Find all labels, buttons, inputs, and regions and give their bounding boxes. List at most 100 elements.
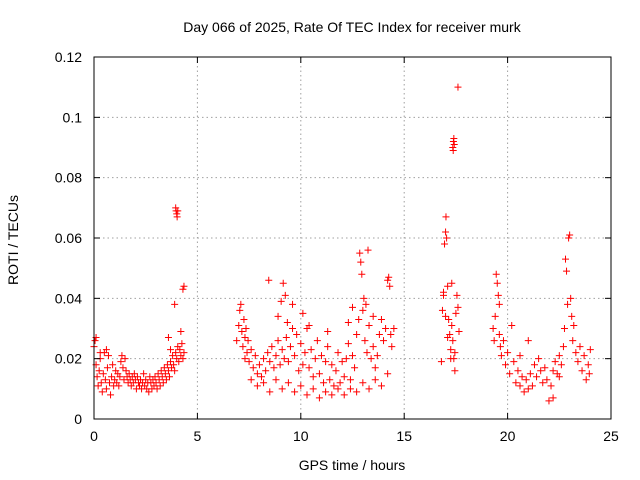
data-point bbox=[574, 358, 582, 366]
data-point bbox=[177, 328, 185, 336]
data-point bbox=[278, 385, 286, 393]
data-point bbox=[504, 349, 512, 357]
data-point bbox=[364, 246, 372, 254]
data-point bbox=[353, 331, 361, 339]
data-point bbox=[502, 361, 510, 369]
data-point bbox=[369, 343, 377, 351]
data-point bbox=[451, 349, 459, 357]
data-point bbox=[106, 379, 114, 387]
y-tick-label: 0.02 bbox=[55, 351, 82, 367]
data-point bbox=[441, 240, 449, 248]
data-point bbox=[357, 258, 365, 266]
data-point bbox=[274, 312, 282, 320]
data-point bbox=[520, 388, 528, 396]
data-point bbox=[265, 276, 273, 284]
data-point bbox=[305, 321, 313, 329]
data-point bbox=[326, 376, 334, 384]
data-point bbox=[447, 355, 455, 363]
data-point bbox=[384, 370, 392, 378]
data-point bbox=[145, 388, 153, 396]
data-point bbox=[566, 231, 574, 239]
data-point bbox=[172, 349, 180, 357]
data-point bbox=[179, 285, 187, 293]
data-point bbox=[119, 364, 127, 372]
data-point bbox=[360, 294, 368, 302]
data-point bbox=[161, 370, 169, 378]
data-point bbox=[512, 379, 520, 387]
data-point bbox=[235, 321, 243, 329]
data-point bbox=[584, 361, 592, 369]
x-tick-label: 25 bbox=[603, 428, 619, 444]
data-point bbox=[157, 367, 165, 375]
data-point bbox=[353, 388, 361, 396]
data-point bbox=[270, 364, 278, 372]
data-point bbox=[494, 291, 502, 299]
data-point bbox=[91, 337, 99, 345]
data-point bbox=[280, 355, 288, 363]
data-point bbox=[491, 312, 499, 320]
data-point bbox=[242, 325, 250, 332]
data-point bbox=[171, 367, 179, 375]
data-point bbox=[258, 373, 266, 381]
data-point bbox=[449, 147, 457, 155]
data-point bbox=[107, 391, 115, 399]
data-point bbox=[240, 315, 248, 323]
data-point bbox=[450, 140, 458, 148]
data-point bbox=[516, 382, 524, 390]
data-point bbox=[158, 373, 166, 381]
data-point bbox=[167, 346, 175, 354]
data-point bbox=[156, 382, 164, 390]
data-point bbox=[530, 361, 538, 369]
data-point bbox=[282, 334, 290, 342]
data-point bbox=[173, 213, 181, 221]
y-tick-label: 0.1 bbox=[63, 109, 83, 125]
data-point bbox=[293, 331, 301, 339]
data-point bbox=[522, 376, 530, 384]
y-axis-label: ROTI / TECUs bbox=[5, 195, 21, 285]
data-point bbox=[291, 352, 299, 360]
data-point bbox=[103, 364, 111, 372]
y-tick-label: 0.06 bbox=[55, 230, 82, 246]
data-point bbox=[249, 364, 257, 372]
data-point bbox=[539, 379, 547, 387]
data-point bbox=[528, 382, 536, 390]
data-point bbox=[180, 349, 188, 357]
data-point bbox=[559, 343, 567, 351]
data-point bbox=[120, 376, 128, 384]
chart-title: Day 066 of 2025, Rate Of TEC Index for r… bbox=[183, 19, 521, 35]
data-point bbox=[320, 379, 328, 387]
data-points bbox=[90, 83, 594, 405]
data-point bbox=[101, 376, 109, 384]
y-tick-label: 0.12 bbox=[55, 49, 82, 65]
data-point bbox=[582, 376, 590, 384]
data-point bbox=[375, 331, 383, 339]
data-point bbox=[334, 349, 342, 357]
data-point bbox=[279, 279, 287, 287]
data-point bbox=[260, 355, 268, 363]
data-point bbox=[264, 349, 272, 357]
data-point bbox=[176, 346, 184, 354]
data-point bbox=[167, 358, 175, 366]
data-point bbox=[438, 306, 446, 314]
x-tick-label: 20 bbox=[500, 428, 516, 444]
data-point bbox=[260, 379, 268, 387]
data-point bbox=[116, 373, 124, 381]
data-point bbox=[349, 352, 356, 360]
data-point bbox=[346, 385, 354, 393]
data-point bbox=[160, 364, 168, 372]
data-point bbox=[289, 325, 297, 332]
data-point bbox=[121, 355, 129, 363]
data-point bbox=[179, 355, 187, 363]
data-point bbox=[117, 358, 125, 366]
data-point bbox=[449, 337, 457, 345]
data-point bbox=[362, 300, 370, 308]
x-tick-label: 15 bbox=[396, 428, 412, 444]
data-point bbox=[351, 364, 359, 372]
data-point bbox=[281, 291, 289, 299]
data-point bbox=[562, 255, 570, 263]
data-point bbox=[510, 358, 518, 366]
data-point bbox=[274, 337, 282, 345]
data-point bbox=[537, 367, 545, 375]
data-point bbox=[455, 328, 463, 336]
data-point bbox=[164, 334, 172, 342]
